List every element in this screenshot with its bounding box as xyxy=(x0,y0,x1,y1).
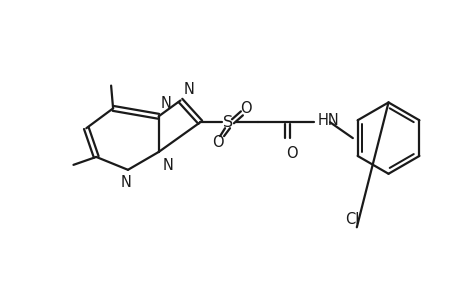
Text: S: S xyxy=(223,115,233,130)
Text: O: O xyxy=(240,101,251,116)
Text: O: O xyxy=(286,146,297,161)
Text: HN: HN xyxy=(317,113,338,128)
Text: N: N xyxy=(162,158,173,173)
Text: Cl: Cl xyxy=(344,212,358,227)
Text: O: O xyxy=(212,135,224,150)
Text: N: N xyxy=(183,82,194,98)
Text: N: N xyxy=(160,96,171,111)
Text: N: N xyxy=(120,175,131,190)
